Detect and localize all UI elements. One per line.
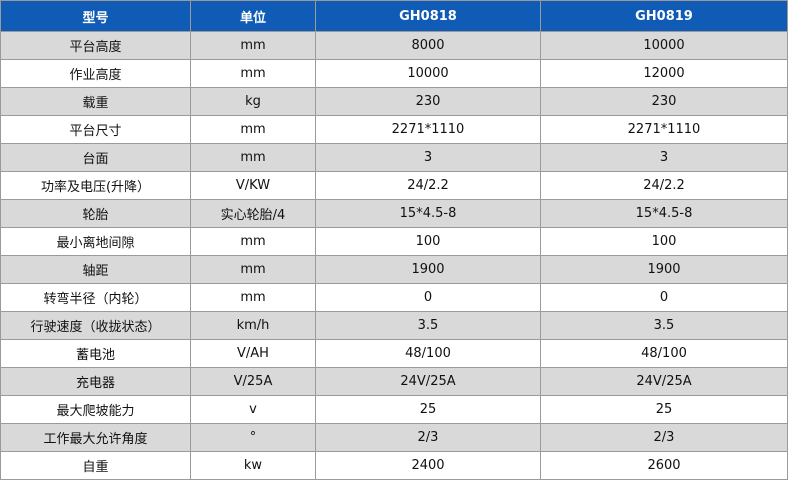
- table-cell: kw: [190, 451, 316, 480]
- table-row: 自重 kw 2400 2600: [0, 451, 788, 480]
- table-cell: 15*4.5-8: [315, 199, 541, 228]
- table-cell: 2/3: [540, 423, 788, 452]
- table-row: 最大爬坡能力 v 25 25: [0, 395, 788, 424]
- table-row: 转弯半径（内轮） mm 0 0: [0, 283, 788, 312]
- table-cell: 12000: [540, 59, 788, 88]
- table-cell: 230: [315, 87, 541, 116]
- table-cell: mm: [190, 143, 316, 172]
- table-cell: mm: [190, 115, 316, 144]
- table-row: 行驶速度（收拢状态） km/h 3.5 3.5: [0, 311, 788, 340]
- table-row: 平台高度 mm 8000 10000: [0, 31, 788, 60]
- table-cell: 100: [540, 227, 788, 256]
- table-cell: 3: [540, 143, 788, 172]
- table-cell: v: [190, 395, 316, 424]
- table-cell: °: [190, 423, 316, 452]
- table-cell: 2271*1110: [315, 115, 541, 144]
- table-cell: 10000: [540, 31, 788, 60]
- table-cell: 0: [315, 283, 541, 312]
- row-label: 平台高度: [0, 31, 191, 60]
- header-cell: GH0819: [540, 0, 788, 32]
- table-row: 最小离地间隙 mm 100 100: [0, 227, 788, 256]
- table-cell: V/AH: [190, 339, 316, 368]
- table-cell: 2400: [315, 451, 541, 480]
- row-label: 最大爬坡能力: [0, 395, 191, 424]
- row-label: 轮胎: [0, 199, 191, 228]
- table-cell: 25: [315, 395, 541, 424]
- table-cell: mm: [190, 31, 316, 60]
- table-cell: 1900: [540, 255, 788, 284]
- table-row: 作业高度 mm 10000 12000: [0, 59, 788, 88]
- table-cell: 3.5: [315, 311, 541, 340]
- row-label: 工作最大允许角度: [0, 423, 191, 452]
- table-cell: 1900: [315, 255, 541, 284]
- table-cell: mm: [190, 227, 316, 256]
- table-cell: 25: [540, 395, 788, 424]
- header-row: 型号 单位 GH0818 GH0819: [0, 0, 788, 32]
- table-cell: 3.5: [540, 311, 788, 340]
- table-row: 平台尺寸 mm 2271*1110 2271*1110: [0, 115, 788, 144]
- row-label: 平台尺寸: [0, 115, 191, 144]
- row-label: 行驶速度（收拢状态）: [0, 311, 191, 340]
- table-cell: mm: [190, 283, 316, 312]
- table-cell: 2/3: [315, 423, 541, 452]
- table-cell: 48/100: [315, 339, 541, 368]
- row-label: 自重: [0, 451, 191, 480]
- table-row: 充电器 V/25A 24V/25A 24V/25A: [0, 367, 788, 396]
- table-cell: 100: [315, 227, 541, 256]
- table-cell: 8000: [315, 31, 541, 60]
- row-label: 充电器: [0, 367, 191, 396]
- table-cell: mm: [190, 59, 316, 88]
- table-row: 轮胎 实心轮胎/4 15*4.5-8 15*4.5-8: [0, 199, 788, 228]
- table-cell: 实心轮胎/4: [190, 199, 316, 228]
- table-cell: 0: [540, 283, 788, 312]
- table-cell: 24/2.2: [315, 171, 541, 200]
- table-cell: kg: [190, 87, 316, 116]
- row-label: 载重: [0, 87, 191, 116]
- header-cell: 单位: [190, 0, 316, 32]
- table-cell: V/KW: [190, 171, 316, 200]
- table-row: 工作最大允许角度 ° 2/3 2/3: [0, 423, 788, 452]
- table-cell: km/h: [190, 311, 316, 340]
- table-cell: 24V/25A: [315, 367, 541, 396]
- row-label: 蓄电池: [0, 339, 191, 368]
- table-row: 轴距 mm 1900 1900: [0, 255, 788, 284]
- table-cell: 3: [315, 143, 541, 172]
- table-row: 台面 mm 3 3: [0, 143, 788, 172]
- row-label: 最小离地间隙: [0, 227, 191, 256]
- table-cell: 24V/25A: [540, 367, 788, 396]
- table-row: 蓄电池 V/AH 48/100 48/100: [0, 339, 788, 368]
- table-cell: mm: [190, 255, 316, 284]
- row-label: 台面: [0, 143, 191, 172]
- row-label: 作业高度: [0, 59, 191, 88]
- table-cell: 2271*1110: [540, 115, 788, 144]
- row-label: 轴距: [0, 255, 191, 284]
- table-row: 功率及电压(升降） V/KW 24/2.2 24/2.2: [0, 171, 788, 200]
- row-label: 转弯半径（内轮）: [0, 283, 191, 312]
- table-cell: 10000: [315, 59, 541, 88]
- table-cell: 24/2.2: [540, 171, 788, 200]
- header-cell: 型号: [0, 0, 191, 32]
- header-cell: GH0818: [315, 0, 541, 32]
- row-label: 功率及电压(升降）: [0, 171, 191, 200]
- table-row: 载重 kg 230 230: [0, 87, 788, 116]
- table-cell: 230: [540, 87, 788, 116]
- table-cell: 15*4.5-8: [540, 199, 788, 228]
- table-cell: 2600: [540, 451, 788, 480]
- table-cell: V/25A: [190, 367, 316, 396]
- table-cell: 48/100: [540, 339, 788, 368]
